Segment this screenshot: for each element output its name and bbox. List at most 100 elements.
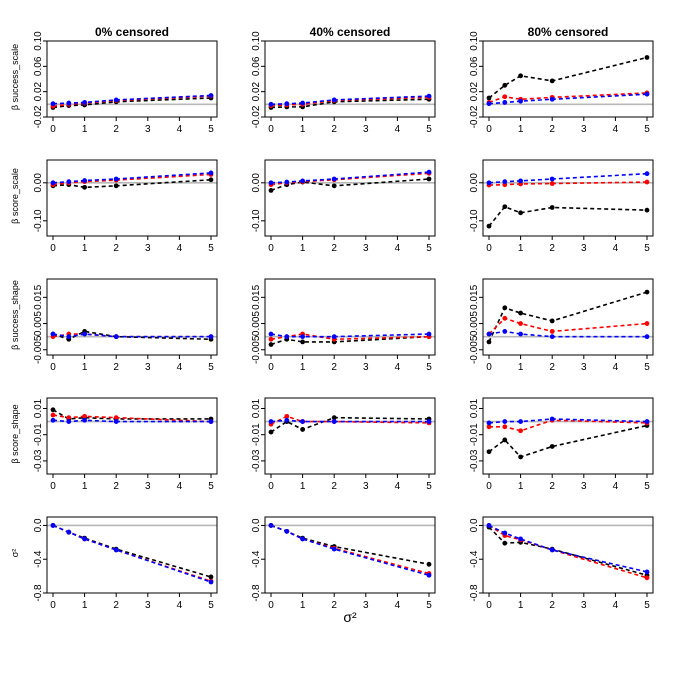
x-tick-label: 4	[613, 243, 619, 254]
series-2-point-4	[644, 91, 650, 97]
panel-frame	[46, 40, 218, 118]
column-title-1: 40% censored	[310, 25, 391, 39]
panel-frame	[482, 159, 654, 237]
x-tick-label: 5	[426, 124, 432, 135]
series-0-point-2	[518, 310, 523, 316]
series-2-point-4	[208, 334, 214, 340]
y-tick-label: -0.03	[251, 449, 262, 472]
x-tick-label: 2	[549, 124, 555, 135]
series-2-point-1	[66, 179, 72, 185]
series-0-point-3	[549, 78, 555, 84]
x-tick-label: 4	[395, 600, 401, 611]
series-1-point-1	[284, 413, 290, 419]
series-0-point-0	[486, 339, 492, 345]
y-tick-label: 0.00	[251, 173, 262, 193]
x-tick-label: 4	[177, 124, 183, 135]
y-tick-label: -0.005	[469, 335, 480, 364]
y-tick-label: -0.02	[469, 105, 480, 128]
series-line-0	[52, 524, 212, 578]
series-2-point-2	[300, 536, 305, 542]
y-tick-label: -0.8	[33, 584, 44, 602]
series-2-point-1	[284, 417, 290, 423]
x-tick-label: 2	[113, 124, 119, 135]
series-2-point-2	[300, 334, 305, 340]
series-0-point-2	[518, 454, 523, 460]
series-0-point-4	[644, 207, 650, 213]
panel-r0-c1: 0 1 2 3 4 5 -0.02 0.02 0.06 0.10	[251, 31, 436, 135]
series-1-point-2	[82, 413, 87, 419]
x-tick-label: 1	[300, 124, 306, 135]
y-tick-label: -0.4	[251, 550, 262, 568]
panel-frame	[482, 516, 654, 594]
x-tick-label: 2	[549, 362, 555, 373]
x-tick-label: 3	[363, 362, 369, 373]
series-0-point-0	[486, 449, 492, 455]
series-2-point-3	[331, 176, 337, 182]
x-tick-label: 5	[208, 600, 214, 611]
series-2-point-0	[486, 420, 492, 426]
series-2-point-4	[208, 170, 214, 176]
series-0-point-0	[268, 342, 274, 347]
y-tick-label: 0.10	[33, 31, 44, 51]
x-tick-label: 4	[177, 362, 183, 373]
x-tick-label: 0	[486, 362, 492, 373]
series-0-point-2	[300, 427, 305, 432]
x-tick-label: 0	[486, 481, 492, 492]
series-2-point-3	[331, 546, 337, 552]
x-tick-label: 2	[113, 481, 119, 492]
x-tick-label: 3	[145, 481, 151, 492]
x-tick-label: 0	[268, 600, 274, 611]
x-tick-label: 1	[82, 362, 88, 373]
series-2-point-4	[644, 171, 650, 177]
series-2-point-1	[502, 329, 508, 334]
x-tick-label: 4	[395, 124, 401, 135]
series-1-point-2	[518, 428, 523, 434]
x-tick-label: 4	[613, 600, 619, 611]
y-tick-label: 0.015	[469, 284, 480, 309]
y-tick-label: 0.06	[33, 56, 44, 76]
series-2-point-4	[208, 419, 214, 424]
series-2-point-0	[486, 180, 492, 186]
series-line-1	[489, 419, 648, 432]
series-2-point-4	[644, 569, 650, 575]
y-tick-label: 0.02	[469, 81, 480, 101]
y-tick-label: 0.02	[251, 81, 262, 101]
series-line-2	[270, 419, 429, 423]
panel-r0-c0: 0 1 2 3 4 5 -0.02 0.02 0.06 0.10	[33, 31, 218, 135]
y-tick-label: 0.01	[251, 398, 262, 418]
series-2-point-0	[50, 180, 56, 186]
series-0-point-3	[549, 318, 555, 324]
series-1-point-1	[502, 315, 508, 321]
x-tick-label: 5	[426, 481, 432, 492]
x-tick-label: 2	[331, 600, 337, 611]
panel-frame	[264, 159, 436, 237]
y-tick-label: -0.02	[33, 105, 44, 128]
series-0-point-0	[50, 407, 56, 413]
panel-r1-c1: 0 1 2 3 4 5 -0.10 0.00	[251, 159, 436, 254]
series-line-0	[488, 424, 648, 458]
series-2-point-4	[208, 93, 214, 98]
series-2-point-2	[518, 331, 523, 337]
x-tick-label: 2	[113, 600, 119, 611]
series-1-point-3	[549, 329, 555, 334]
y-tick-label: -0.10	[33, 209, 44, 232]
series-line-0	[488, 56, 648, 99]
panel-r3-c2: 0 1 2 3 4 5 -0.03 -0.01 0.01	[469, 397, 654, 492]
series-line-0	[270, 524, 430, 566]
x-tick-label: 4	[613, 362, 619, 373]
series-2-point-1	[284, 179, 290, 185]
x-tick-label: 2	[549, 243, 555, 254]
series-2-point-4	[426, 169, 432, 175]
series-2-point-1	[502, 179, 508, 185]
y-tick-label: -0.4	[33, 550, 44, 568]
series-2-point-4	[208, 579, 214, 585]
x-tick-label: 0	[486, 243, 492, 254]
series-line-2	[52, 524, 212, 583]
series-1-point-4	[644, 321, 650, 326]
series-0-point-2	[518, 73, 523, 79]
x-tick-label: 0	[50, 124, 56, 135]
y-tick-label: -0.8	[469, 584, 480, 602]
x-tick-label: 2	[113, 243, 119, 254]
x-tick-label: 3	[581, 362, 587, 373]
